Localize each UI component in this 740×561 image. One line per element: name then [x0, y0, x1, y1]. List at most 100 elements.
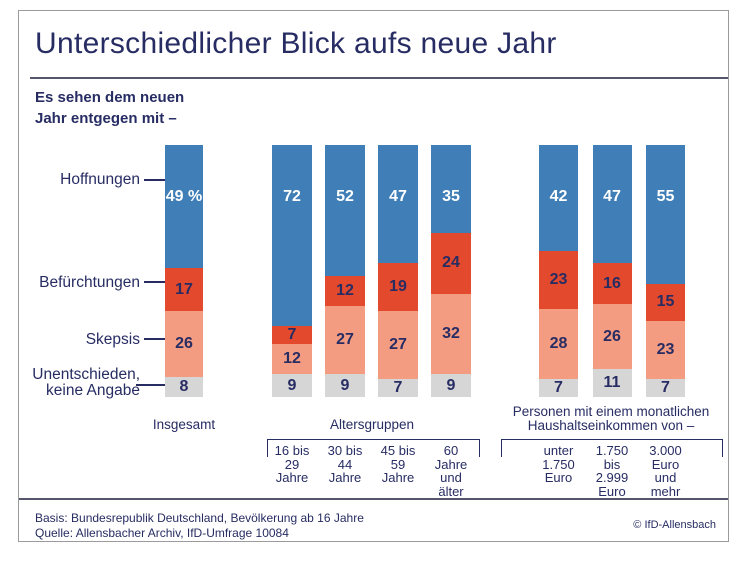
copyright-notice: © IfD-Allensbach	[633, 519, 716, 531]
bar-value-label: 24	[442, 254, 460, 272]
legend-leader-line	[144, 281, 170, 283]
bar-segment-hoffnungen: 42	[539, 145, 578, 251]
bar-segment-skepsis: 27	[378, 311, 418, 380]
bar-segment-befürchtungen: 24	[431, 233, 471, 294]
legend-leader-line	[144, 179, 175, 181]
bar-segment-unentschieden: 9	[431, 374, 471, 397]
footer-source: Basis: Bundesrepublik Deutschland, Bevöl…	[35, 511, 364, 541]
bar-value-label: 28	[549, 335, 568, 353]
bar-value-label: 35	[442, 188, 460, 205]
group-bracket-altersgruppen	[267, 439, 480, 457]
bar-segment-befürchtungen: 17	[165, 268, 203, 312]
bar-segment-skepsis: 26	[165, 311, 203, 377]
bar-segment-befürchtungen: 23	[539, 250, 578, 309]
group-label-insgesamt: Insgesamt	[152, 417, 216, 432]
bar-value-label: 42	[549, 188, 568, 205]
bar-segment-skepsis: 23	[646, 321, 685, 380]
bar-segment-hoffnungen: 35	[431, 145, 471, 234]
stacked-bar-altersgruppen-0: 72 7 12 9	[272, 145, 312, 397]
bar-value-label: 19	[389, 278, 407, 296]
bar-segment-hoffnungen: 47	[378, 145, 418, 264]
legend-label-unentschieden: Unentschieden, keine Angabe	[32, 366, 140, 399]
bar-value-label: 23	[549, 270, 568, 288]
bar-segment-hoffnungen: 72	[272, 145, 312, 327]
bar-value-label: 11	[603, 374, 621, 392]
bar-value-label: 9	[340, 376, 350, 394]
group-bracket-einkommen	[501, 439, 723, 457]
stacked-bar-altersgruppen-2: 47 19 27 7	[378, 145, 418, 397]
bar-segment-befürchtungen: 15	[646, 283, 685, 322]
bar-value-label: 32	[442, 324, 460, 342]
legend-leader-line	[136, 384, 178, 386]
bar-segment-unentschieden: 7	[539, 379, 578, 397]
chart-title: Unterschiedlicher Blick aufs neue Jahr	[35, 27, 557, 60]
bar-segment-skepsis: 32	[431, 293, 471, 375]
bar-column-label: 30 bis 44 Jahre	[327, 443, 363, 485]
bar-value-label: 16	[603, 274, 621, 292]
chart-subtitle: Es sehen dem neuen Jahr entgegen mit –	[35, 87, 184, 129]
bar-segment-unentschieden: 7	[378, 379, 418, 397]
legend-label-befuerchtungen: Befürchtungen	[39, 274, 140, 291]
bar-value-label: 15	[656, 293, 675, 311]
bar-value-label: 72	[283, 188, 301, 205]
bar-segment-skepsis: 12	[272, 344, 312, 375]
bar-value-label: 9	[446, 376, 456, 394]
bar-segment-hoffnungen: 47	[592, 145, 632, 264]
bar-segment-unentschieden: 9	[325, 374, 365, 397]
bar-segment-befürchtungen: 16	[592, 263, 632, 304]
bar-segment-unentschieden: 9	[272, 374, 312, 397]
title-divider	[30, 77, 728, 79]
bar-segment-skepsis: 26	[592, 303, 632, 370]
group-label-einkommen: Personen mit einem monatlichen Haushalts…	[512, 404, 710, 433]
legend-leader-line	[144, 338, 171, 340]
bar-column-label: 16 bis 29 Jahre	[274, 443, 310, 485]
bar-segment-skepsis: 27	[325, 306, 365, 375]
bar-value-label: 7	[287, 326, 297, 344]
legend-label-hoffnungen: Hoffnungen	[60, 171, 140, 188]
bar-segment-skepsis: 28	[539, 308, 578, 380]
bar-value-label: 26	[175, 335, 193, 353]
bar-segment-befürchtungen: 12	[325, 276, 365, 307]
bar-value-label: 47	[603, 188, 621, 205]
stacked-bar-altersgruppen-1: 52 12 27 9	[325, 145, 365, 397]
bar-column-label: 1.750 bis 2.999 Euro	[595, 443, 629, 499]
bar-segment-befürchtungen: 7	[272, 326, 312, 345]
bar-value-label: 7	[554, 379, 563, 397]
bar-value-label: 9	[287, 376, 297, 394]
bar-column-label: unter 1.750 Euro	[542, 443, 575, 485]
bar-column-label: 45 bis 59 Jahre	[380, 443, 416, 485]
bar-segment-hoffnungen: 52	[325, 145, 365, 277]
bar-value-label: 26	[603, 327, 621, 345]
bar-segment-unentschieden: 8	[165, 376, 203, 397]
bar-segment-unentschieden: 11	[592, 369, 632, 397]
stacked-bar-altersgruppen-3: 35 24 32 9	[431, 145, 471, 397]
bar-segment-befürchtungen: 19	[378, 263, 418, 312]
stacked-bar-einkommen-2: 55 15 23 7	[646, 145, 685, 397]
bar-value-label: 27	[336, 331, 354, 349]
subtitle-line-2: Jahr entgegen mit –	[35, 110, 177, 127]
group-label-altersgruppen: Altersgruppen	[329, 417, 415, 432]
bar-value-label: 55	[656, 188, 675, 205]
bar-column-label: 60 Jahre und älter	[434, 443, 468, 499]
stacked-bar-einkommen-1: 47 16 26 11	[592, 145, 632, 397]
bar-value-label: 7	[661, 379, 670, 397]
bar-value-label: 12	[336, 282, 354, 300]
bar-value-label: 8	[179, 377, 189, 395]
bar-value-label: 47	[389, 188, 407, 205]
bar-value-label: 27	[389, 336, 407, 354]
stacked-bar-insgesamt-0: 49 % 17 26 8	[165, 145, 203, 397]
footer-basis: Basis: Bundesrepublik Deutschland, Bevöl…	[35, 511, 364, 525]
stacked-bar-einkommen-0: 42 23 28 7	[539, 145, 578, 397]
bar-value-label: 52	[336, 188, 354, 205]
bar-value-label: 17	[175, 280, 193, 298]
bar-column-label: 3.000 Euro und mehr	[649, 443, 682, 499]
bar-segment-unentschieden: 7	[646, 379, 685, 397]
bar-segment-hoffnungen: 49 %	[165, 145, 203, 269]
footer-divider	[19, 498, 728, 500]
bar-value-label: 7	[393, 379, 403, 397]
legend-label-skepsis: Skepsis	[85, 331, 140, 348]
bar-value-label: 23	[656, 341, 675, 359]
bar-value-label: 49 %	[165, 188, 203, 205]
footer-quelle: Quelle: Allensbacher Archiv, IfD-Umfrage…	[35, 526, 289, 540]
